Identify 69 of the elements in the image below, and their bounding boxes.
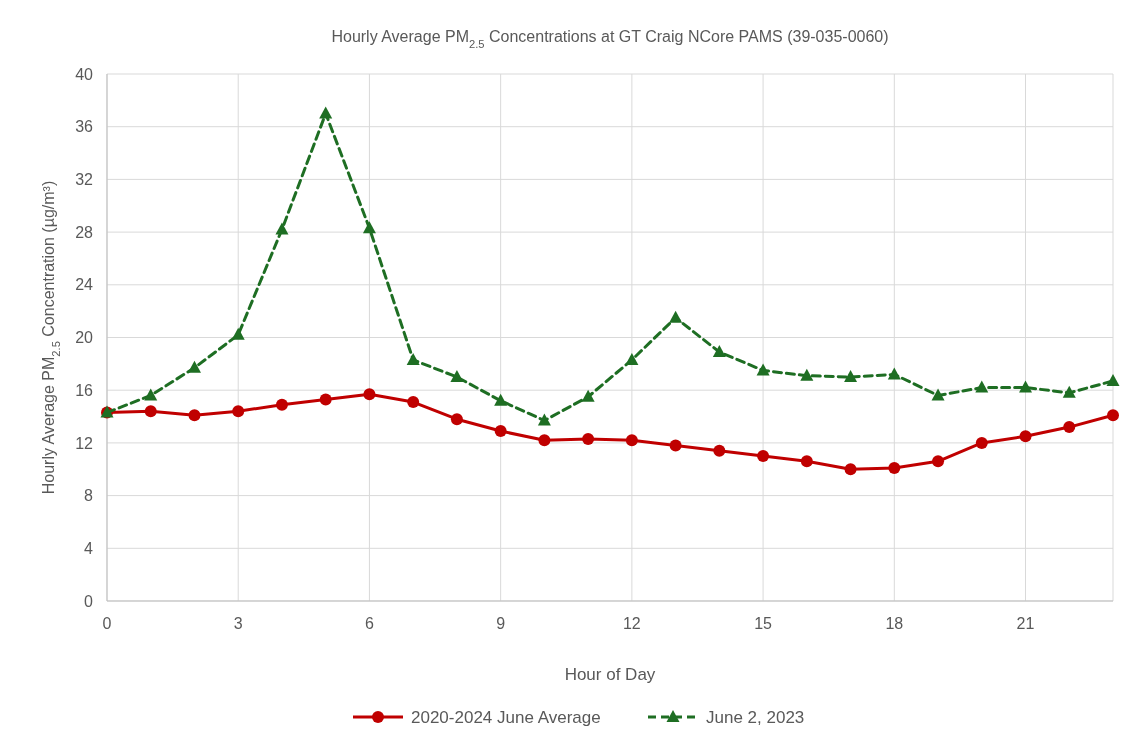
point: [362, 221, 376, 234]
point: [144, 388, 158, 401]
point: [1019, 430, 1032, 443]
y-tick-label: 12: [75, 434, 94, 452]
point: [712, 344, 726, 357]
x-tick-label: 0: [102, 615, 112, 632]
point: [319, 393, 332, 406]
point: [144, 405, 157, 418]
point: [1107, 409, 1119, 422]
x-tick-label: 21: [1016, 615, 1035, 632]
point: [538, 434, 551, 447]
legend-label: 2020-2024 June Average: [411, 707, 601, 727]
point: [537, 413, 551, 426]
point: [582, 432, 595, 445]
point: [494, 393, 508, 406]
chart-title: Hourly Average PM$_{2.5}$ Concentrations at GT Craig NCore PAMS (39-035-0060): [331, 28, 889, 50]
x-tick-label: 15: [754, 615, 773, 632]
point: [319, 106, 333, 119]
point: [713, 444, 726, 457]
point: [1019, 380, 1033, 393]
point: [975, 436, 988, 449]
y-tick-label: 28: [75, 223, 94, 241]
point: [232, 405, 245, 418]
y-tick-label: 24: [75, 276, 94, 294]
point: [1063, 421, 1076, 434]
point: [800, 455, 813, 468]
point: [975, 380, 989, 393]
point: [187, 360, 201, 373]
point: [888, 461, 901, 474]
point: [932, 455, 945, 468]
point: [581, 389, 595, 402]
y-tick-label: 8: [84, 487, 94, 505]
point: [450, 413, 463, 426]
point: [275, 222, 289, 235]
point: [363, 388, 376, 401]
point: [931, 388, 945, 401]
y-tick-label: 40: [75, 65, 94, 83]
point: [494, 425, 507, 438]
y-tick-label: 0: [84, 592, 94, 610]
point: [669, 439, 682, 452]
legend-label: June 2, 2023: [706, 707, 805, 727]
y-tick-label: 32: [75, 171, 94, 188]
point: [275, 398, 288, 411]
point: [450, 370, 464, 383]
point: [800, 368, 814, 381]
y-tick-label: 16: [75, 381, 94, 399]
x-tick-label: 18: [885, 615, 904, 632]
y-tick-label: 4: [84, 539, 94, 557]
point: [188, 409, 201, 422]
point: [625, 434, 638, 447]
point: [887, 367, 901, 380]
point: [757, 450, 770, 463]
point: [756, 363, 770, 376]
point: [1062, 385, 1076, 398]
y-tick-label: 36: [75, 118, 94, 136]
x-axis-title: Hour of Day: [564, 665, 656, 684]
point: [844, 463, 857, 476]
point: [669, 310, 683, 323]
point: [231, 327, 245, 340]
x-tick-label: 9: [496, 615, 506, 632]
x-tick-label: 12: [622, 615, 641, 632]
point: [844, 370, 858, 383]
x-tick-label: 6: [364, 615, 374, 632]
point: [407, 396, 420, 409]
y-tick-label: 20: [75, 329, 94, 347]
point: [406, 352, 420, 365]
x-tick-label: 3: [233, 615, 243, 632]
point: [1106, 373, 1120, 386]
point: [625, 352, 639, 365]
